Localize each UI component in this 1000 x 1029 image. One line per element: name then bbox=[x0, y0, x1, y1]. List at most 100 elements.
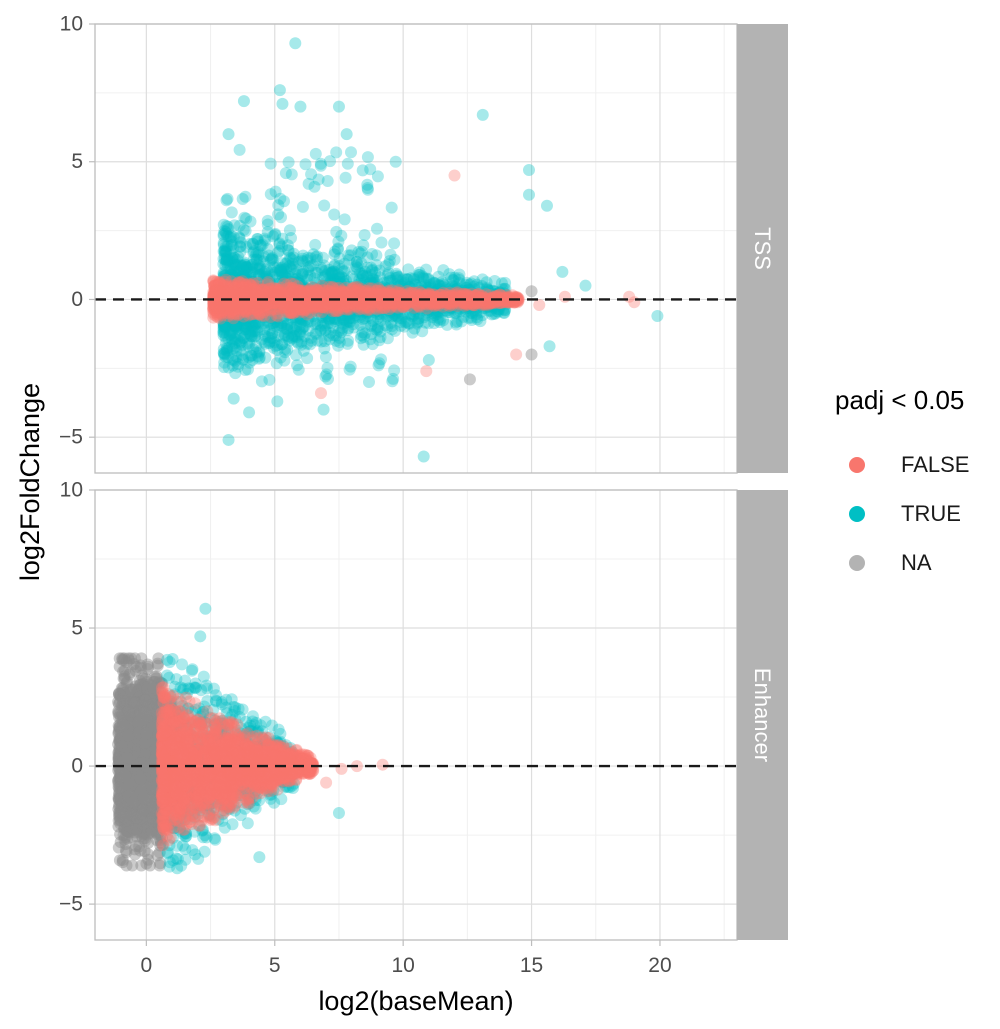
point-true bbox=[419, 284, 432, 297]
point-true bbox=[327, 282, 340, 295]
point-true bbox=[287, 301, 300, 314]
point-true bbox=[285, 252, 298, 265]
point-true bbox=[240, 313, 253, 325]
point-true bbox=[399, 316, 412, 329]
point-true bbox=[289, 311, 302, 323]
point-true bbox=[363, 376, 375, 388]
point-true bbox=[357, 307, 369, 320]
point-true bbox=[476, 108, 489, 121]
point-true bbox=[362, 303, 375, 316]
point-true bbox=[432, 302, 445, 315]
point-true bbox=[245, 286, 258, 299]
point-true bbox=[328, 274, 341, 287]
point-true bbox=[265, 307, 278, 320]
point-true bbox=[339, 171, 352, 184]
point-true bbox=[238, 211, 251, 224]
point-true bbox=[294, 311, 307, 323]
point-true bbox=[404, 272, 417, 285]
point-true bbox=[428, 317, 441, 330]
point-true bbox=[446, 286, 459, 299]
point-true bbox=[335, 281, 348, 293]
point-true bbox=[434, 287, 446, 299]
point-true bbox=[294, 313, 307, 326]
point-true bbox=[226, 334, 239, 347]
point-true bbox=[386, 303, 399, 316]
point-true bbox=[522, 163, 535, 176]
point-true bbox=[394, 278, 407, 291]
point-true bbox=[276, 283, 289, 296]
point-true bbox=[255, 282, 268, 295]
point-true bbox=[226, 339, 238, 352]
point-true bbox=[340, 274, 352, 287]
point-true bbox=[296, 268, 309, 281]
point-true bbox=[236, 193, 249, 205]
point-true bbox=[540, 199, 553, 212]
point-true bbox=[317, 281, 330, 294]
point-true bbox=[435, 302, 448, 314]
point-true bbox=[244, 268, 256, 281]
point-true bbox=[291, 306, 304, 319]
point-true bbox=[355, 289, 368, 301]
point-true bbox=[253, 262, 265, 275]
point-true bbox=[325, 317, 337, 330]
point-true bbox=[230, 297, 243, 310]
point-true bbox=[329, 329, 342, 342]
point-true bbox=[282, 308, 295, 321]
point-true bbox=[250, 295, 263, 308]
point-true bbox=[330, 334, 343, 347]
point-true bbox=[498, 288, 511, 301]
point-true bbox=[382, 276, 395, 289]
point-true bbox=[271, 344, 284, 356]
point-true bbox=[415, 280, 428, 293]
point-true bbox=[254, 239, 267, 252]
point-true bbox=[241, 264, 254, 277]
point-true bbox=[356, 273, 368, 286]
point-true bbox=[350, 255, 363, 268]
point-true bbox=[284, 279, 297, 292]
point-true bbox=[337, 309, 350, 322]
point-true bbox=[249, 317, 262, 330]
point-true bbox=[218, 245, 231, 258]
y-tick-label: 5 bbox=[71, 150, 83, 173]
point-true bbox=[373, 264, 386, 277]
point-true bbox=[220, 194, 233, 207]
point-true bbox=[231, 333, 244, 346]
point-true bbox=[390, 310, 403, 322]
point-true bbox=[470, 311, 483, 324]
point-true bbox=[219, 282, 232, 295]
point-true bbox=[386, 310, 398, 323]
point-true bbox=[301, 287, 314, 300]
point-true bbox=[220, 277, 233, 289]
point-true bbox=[286, 331, 298, 344]
point-true bbox=[356, 326, 369, 339]
point-true bbox=[315, 319, 328, 332]
point-true bbox=[456, 288, 469, 301]
point-true bbox=[411, 317, 424, 330]
point-true bbox=[319, 323, 332, 336]
point-true bbox=[311, 334, 324, 347]
point-true bbox=[318, 342, 331, 355]
point-true bbox=[235, 286, 248, 299]
point-true bbox=[247, 285, 259, 298]
point-true bbox=[400, 315, 413, 328]
point-true bbox=[222, 277, 235, 290]
point-true bbox=[217, 323, 230, 336]
point-true bbox=[364, 163, 377, 176]
point-true bbox=[479, 288, 492, 301]
point-true bbox=[226, 253, 239, 266]
point-true bbox=[227, 308, 240, 321]
point-true bbox=[409, 278, 422, 291]
point-true bbox=[224, 282, 237, 295]
point-true bbox=[243, 281, 256, 294]
point-false bbox=[279, 301, 291, 314]
point-true bbox=[354, 277, 367, 290]
point-true bbox=[246, 321, 259, 333]
point-true bbox=[313, 287, 326, 299]
point-true bbox=[389, 306, 401, 319]
point-true bbox=[497, 303, 510, 315]
point-true bbox=[246, 288, 259, 301]
point-true bbox=[264, 308, 277, 321]
point-true bbox=[302, 324, 315, 336]
point-false bbox=[238, 285, 251, 298]
point-true bbox=[446, 284, 459, 297]
